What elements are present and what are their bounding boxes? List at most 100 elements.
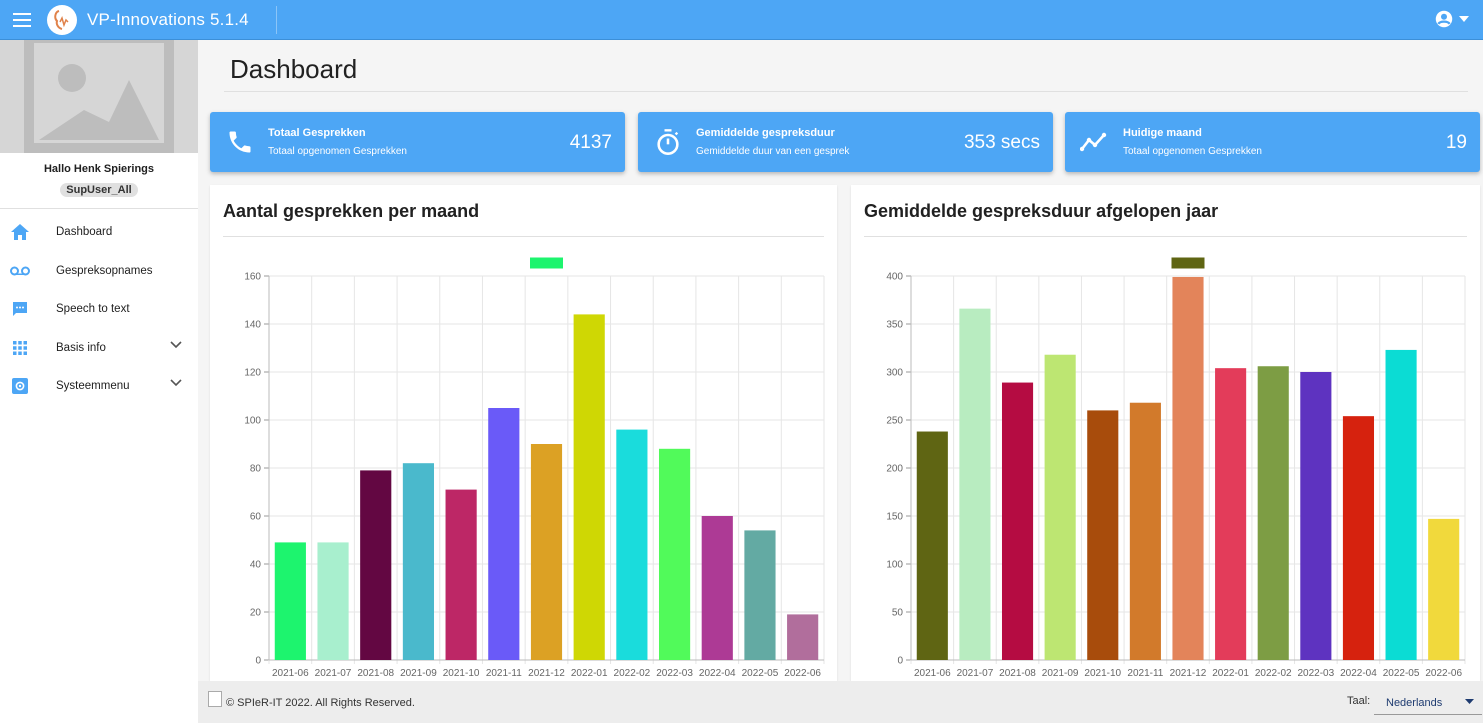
sidebar-item-label: Systeemmenu: [56, 380, 130, 393]
y-tick-label: 100: [244, 416, 261, 427]
x-tick-label: 2021-11: [1127, 668, 1163, 679]
menu-icon: [13, 12, 31, 27]
menu-button[interactable]: [0, 0, 44, 40]
bar-2021-12: [1172, 276, 1204, 660]
x-tick-label: 2022-06: [1425, 668, 1462, 679]
y-tick-label: 0: [255, 656, 261, 667]
user-greeting: Hallo Henk Spierings: [43, 163, 155, 175]
chart-divider: [864, 236, 1467, 237]
x-tick-label: 2021-06: [914, 668, 951, 679]
sidebar-item-dashboard[interactable]: Dashboard: [0, 213, 198, 252]
chart-card-calls-per-month: Aantal gesprekken per maand 0 20 40 60 80 100…: [210, 185, 837, 681]
sidebar-item-label: Basis info: [56, 341, 106, 354]
y-tick-label: 300: [886, 368, 903, 379]
y-tick-label: 400: [886, 272, 903, 283]
y-tick-label: 350: [886, 320, 903, 331]
y-tick-label: 120: [244, 368, 261, 379]
bar-2021-12: [530, 444, 563, 660]
x-tick-label: 2022-04: [699, 668, 736, 679]
sidebar-item-basis-info[interactable]: Basis info: [0, 329, 198, 368]
account-menu[interactable]: [1435, 10, 1469, 28]
x-tick-label: 2022-05: [1383, 668, 1420, 679]
account-circle-icon: [1435, 10, 1453, 28]
stat-value: 4137: [569, 132, 612, 153]
top-app-bar: VP-Innovations 5.1.4: [0, 0, 1483, 40]
bar-2021-11: [488, 408, 520, 660]
x-tick-label: 2022-01: [1212, 668, 1249, 679]
sidebar-item-gespreksopnames[interactable]: Gespreksopnames: [0, 252, 198, 291]
stat-card-current-month: Huidige maand Totaal opgenomen Gesprekke…: [1065, 112, 1480, 172]
caret-down-icon: [1459, 16, 1469, 22]
bar-2022-04: [701, 516, 733, 660]
language-value: Nederlands: [1386, 696, 1443, 709]
y-tick-label: 80: [250, 464, 262, 475]
sidebar-item-label: Speech to text: [56, 303, 130, 316]
bar-2021-09: [1044, 354, 1076, 660]
x-tick-label: 2022-01: [571, 668, 608, 679]
stat-card-avg-duration: Gemiddelde gespreksduur Gemiddelde duur …: [638, 112, 1053, 172]
image-placeholder-icon: [24, 40, 174, 153]
settings-icon: [10, 376, 30, 396]
x-tick-label: 2021-12: [1170, 668, 1207, 679]
bar-2022-06: [1428, 518, 1460, 660]
x-tick-label: 2021-12: [528, 668, 565, 679]
sidebar-item-label: Dashboard: [56, 226, 113, 239]
page-title: Dashboard: [230, 54, 358, 84]
x-tick-label: 2021-08: [357, 668, 394, 679]
sidebar-item-speech-to-text[interactable]: Speech to text: [0, 290, 198, 329]
y-tick-label: 0: [897, 656, 903, 667]
chevron-down-icon: [170, 379, 182, 387]
y-tick-label: 140: [244, 320, 261, 331]
x-tick-label: 2022-06: [784, 668, 821, 679]
stat-title: Totaal Gesprekken: [268, 127, 366, 139]
y-tick-label: 150: [886, 512, 903, 523]
chart-card-avg-duration: Gemiddelde gespreksduur afgelopen jaar 0…: [851, 185, 1480, 681]
x-tick-label: 2021-11: [486, 668, 522, 679]
legend-swatch: [530, 257, 563, 269]
bar-2022-06: [787, 614, 819, 660]
y-tick-label: 100: [886, 560, 903, 571]
x-tick-label: 2021-09: [1042, 668, 1079, 679]
x-tick-label: 2021-07: [957, 668, 994, 679]
chevron-down-icon: [170, 340, 182, 348]
x-tick-label: 2021-06: [272, 668, 309, 679]
language-label: Taal:: [1347, 695, 1371, 707]
sidebar-nav: Dashboard Gespreksopnames Speech to text…: [0, 213, 198, 406]
bar-2021-10: [445, 489, 477, 660]
y-tick-label: 250: [886, 416, 903, 427]
legend-swatch: [1171, 257, 1205, 269]
timer-icon: [653, 127, 683, 157]
bar-2021-10: [1087, 410, 1119, 660]
caret-down-icon: [1465, 699, 1474, 704]
y-tick-label: 200: [886, 464, 903, 475]
bar-2021-07: [959, 308, 991, 660]
profile-image-placeholder: [0, 40, 198, 153]
bar-2021-07: [317, 542, 349, 660]
stat-subtitle: Gemiddelde duur van een gesprek: [696, 146, 850, 157]
bar-2022-03: [1300, 372, 1332, 660]
stat-title: Huidige maand: [1123, 127, 1202, 139]
app-title: VP-Innovations 5.1.4: [87, 9, 249, 29]
language-select[interactable]: Nederlands: [1374, 691, 1482, 715]
chart-title: Aantal gesprekken per maand: [223, 201, 480, 221]
bar-2021-06: [916, 431, 948, 660]
stat-subtitle: Totaal opgenomen Gesprekken: [268, 146, 407, 157]
y-tick-label: 160: [244, 272, 261, 283]
copyright-text: © SPIeR-IT 2022. All Rights Reserved.: [226, 697, 415, 709]
bar-2022-02: [1257, 366, 1289, 660]
chart-title: Gemiddelde gespreksduur afgelopen jaar: [864, 201, 1219, 221]
x-tick-label: 2021-10: [1084, 668, 1121, 679]
bar-2022-03: [658, 448, 691, 660]
stat-value: 19: [1445, 132, 1467, 153]
chat-icon: [10, 299, 30, 319]
stat-title: Gemiddelde gespreksduur: [696, 127, 835, 139]
sidebar-item-label: Gespreksopnames: [56, 264, 153, 277]
bar-2022-05: [744, 530, 776, 660]
bar-2021-06: [274, 542, 306, 660]
logo-icon: [47, 4, 77, 35]
company-logo-icon: [208, 691, 222, 707]
bar-chart-calls-per-month: 0 20 40 60 80 100 120 140 160 2021-06 2021-07 2021-…: [244, 257, 825, 679]
phone-icon: [225, 127, 255, 157]
sidebar-item-systeemmenu[interactable]: Systeemmenu: [0, 367, 198, 406]
footer: © SPIeR-IT 2022. All Rights Reserved. Ta…: [198, 681, 1483, 723]
